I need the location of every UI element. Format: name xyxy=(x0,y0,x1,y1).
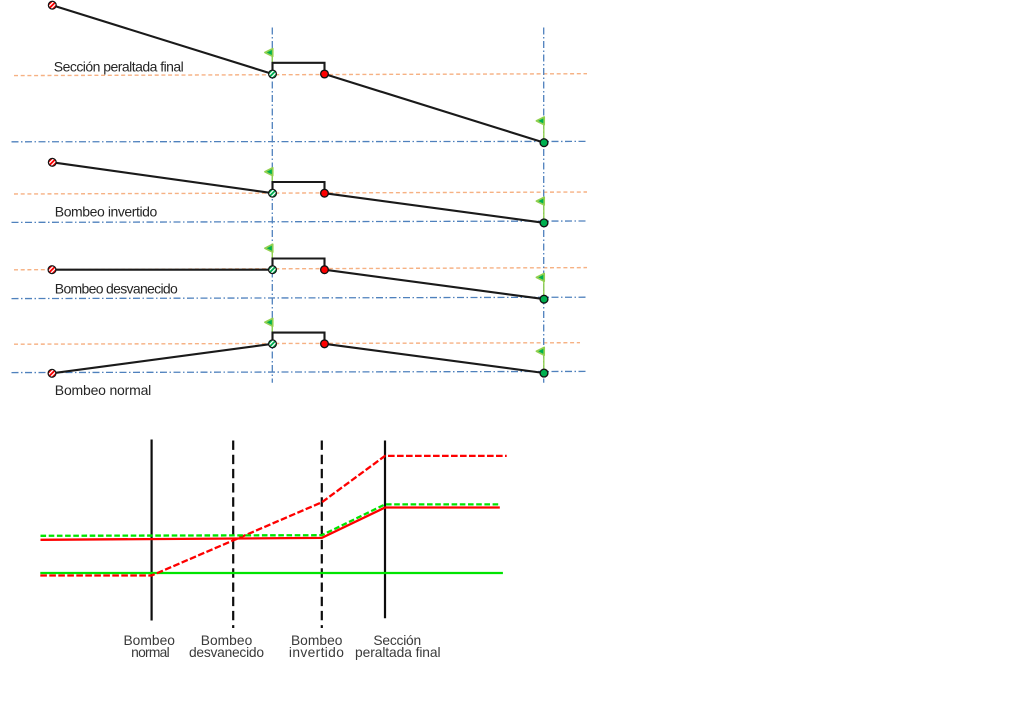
svg-text:Sección: Sección xyxy=(373,633,421,648)
svg-text:desvanecido: desvanecido xyxy=(189,645,264,660)
svg-text:Sección peraltada final: Sección peraltada final xyxy=(54,59,184,75)
svg-text:invertido: invertido xyxy=(289,645,344,660)
svg-text:Bombeo: Bombeo xyxy=(123,633,175,648)
svg-text:Bombeo invertido: Bombeo invertido xyxy=(55,204,158,220)
svg-text:Bombeo: Bombeo xyxy=(291,633,343,648)
svg-text:Bombeo normal: Bombeo normal xyxy=(55,382,152,398)
svg-text:normal: normal xyxy=(131,645,170,660)
svg-text:peraltada final: peraltada final xyxy=(355,645,441,660)
svg-text:Bombeo desvanecido: Bombeo desvanecido xyxy=(55,281,178,297)
svg-text:Bombeo: Bombeo xyxy=(201,633,253,648)
